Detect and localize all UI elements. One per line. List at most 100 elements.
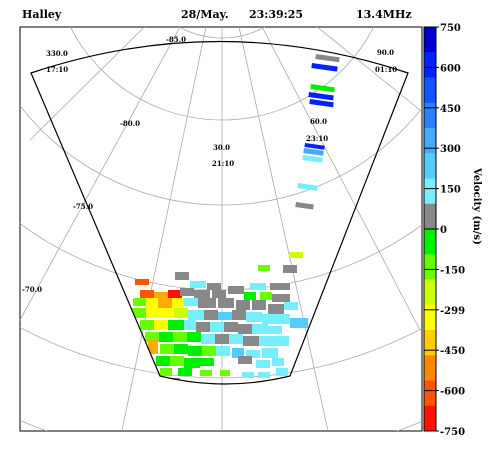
mlt-time-0110: 01:10: [375, 65, 397, 74]
mlt-lon-90: 90.0: [377, 48, 394, 57]
velocity-cell: [212, 290, 226, 298]
velocity-cell: [160, 308, 174, 318]
velocity-cell: [174, 344, 188, 354]
mlt-lon-30: 30.0: [213, 143, 230, 152]
colorbar-tick-label: 0: [440, 225, 447, 236]
velocity-cell: [272, 294, 290, 302]
colorbar-title: Velocity (m/s): [471, 167, 482, 245]
colorbar-tick-label: 600: [440, 63, 461, 74]
lat-label-80: -80.0: [120, 119, 140, 128]
velocity-cell: [246, 350, 260, 358]
velocity-cell: [308, 92, 334, 101]
colorbar-tick-label: -600: [440, 387, 465, 398]
colorbar-tick-label: 300: [440, 144, 461, 155]
velocity-cell: [232, 348, 244, 358]
velocity-cell: [207, 283, 221, 290]
velocity-cell: [276, 314, 290, 324]
velocity-cell: [272, 358, 284, 366]
velocity-cell: [244, 292, 256, 300]
velocity-cell: [315, 54, 340, 63]
velocity-cells: [130, 54, 340, 384]
velocity-cell: [184, 358, 200, 368]
velocity-colorbar: [423, 26, 437, 432]
velocity-cell: [196, 322, 210, 332]
mlt-lon-60: 60.0: [310, 117, 327, 126]
velocity-cell: [262, 348, 278, 358]
velocity-cell: [180, 288, 194, 296]
velocity-cell: [260, 292, 272, 300]
velocity-cell: [201, 334, 215, 344]
lat-label-70: -70.0: [22, 285, 42, 294]
mlt-lon-330: 330.0: [46, 49, 68, 58]
velocity-cell: [304, 143, 325, 150]
velocity-cell: [158, 298, 172, 308]
colorbar-segment: [424, 153, 436, 179]
velocity-cell: [168, 290, 182, 298]
velocity-cell: [135, 279, 149, 285]
velocity-cell: [168, 320, 184, 330]
frequency-label: 13.4MHz: [356, 8, 412, 21]
velocity-cell: [194, 290, 210, 298]
velocity-cell: [243, 336, 259, 346]
colorbar-segment: [424, 279, 436, 306]
station-name: Halley: [22, 8, 62, 21]
velocity-cell: [258, 265, 270, 271]
field-of-view-outline: [30, 40, 409, 385]
velocity-cell: [173, 332, 187, 342]
velocity-cell: [159, 332, 173, 342]
velocity-cell: [140, 320, 154, 330]
velocity-cell: [297, 183, 318, 191]
velocity-cell: [252, 324, 268, 334]
velocity-cell: [175, 272, 189, 280]
velocity-cell: [184, 298, 198, 306]
colorbar-tick-label: 750: [440, 23, 461, 34]
velocity-cell: [160, 344, 174, 354]
colorbar-segment: [424, 380, 436, 407]
colorbar-tick-label: -750: [440, 427, 465, 438]
colorbar-segment: [424, 128, 436, 154]
velocity-cell: [238, 356, 252, 364]
colorbar-tick-label: 450: [440, 104, 461, 115]
velocity-cell: [258, 372, 270, 378]
colorbar-tick-label: -150: [440, 265, 465, 276]
velocity-cell: [311, 63, 338, 72]
velocity-cell: [310, 84, 335, 93]
colorbar-segment: [424, 77, 436, 104]
velocity-cell: [218, 312, 232, 320]
lat-label-75: -75.0: [73, 202, 93, 211]
colorbar-segment: [424, 254, 436, 280]
lat-label-85: -85.0: [166, 35, 186, 44]
velocity-cell: [284, 302, 298, 310]
velocity-cell: [289, 252, 303, 258]
velocity-cell: [130, 308, 146, 318]
time-label: 23:39:25: [249, 8, 304, 21]
velocity-cell: [188, 346, 202, 356]
colorbar-segment: [424, 52, 436, 78]
velocity-cell: [262, 314, 276, 324]
velocity-cell: [202, 346, 216, 356]
velocity-cell: [229, 334, 243, 344]
velocity-cell: [133, 298, 147, 306]
velocity-cell: [224, 322, 238, 332]
velocity-cell: [184, 320, 196, 330]
velocity-cell: [190, 281, 206, 288]
colorbar-segment: [424, 203, 436, 230]
velocity-cell: [295, 202, 314, 210]
colorbar-segment: [424, 229, 436, 255]
velocity-cell: [228, 286, 244, 294]
velocity-cell: [218, 298, 234, 308]
colorbar-segment: [424, 27, 436, 53]
velocity-cell: [187, 332, 201, 342]
velocity-cell: [236, 300, 250, 310]
velocity-cell: [270, 283, 290, 290]
velocity-cell: [302, 155, 323, 163]
date-label: 28/May.: [181, 8, 229, 21]
velocity-cell: [216, 346, 230, 356]
velocity-cell: [204, 310, 218, 320]
map-frame: [19, 26, 423, 432]
colorbar-tick-label: -299: [440, 306, 465, 317]
velocity-cell: [250, 283, 266, 290]
mlt-time-2110: 21:10: [212, 159, 234, 168]
velocity-cell: [242, 372, 254, 378]
